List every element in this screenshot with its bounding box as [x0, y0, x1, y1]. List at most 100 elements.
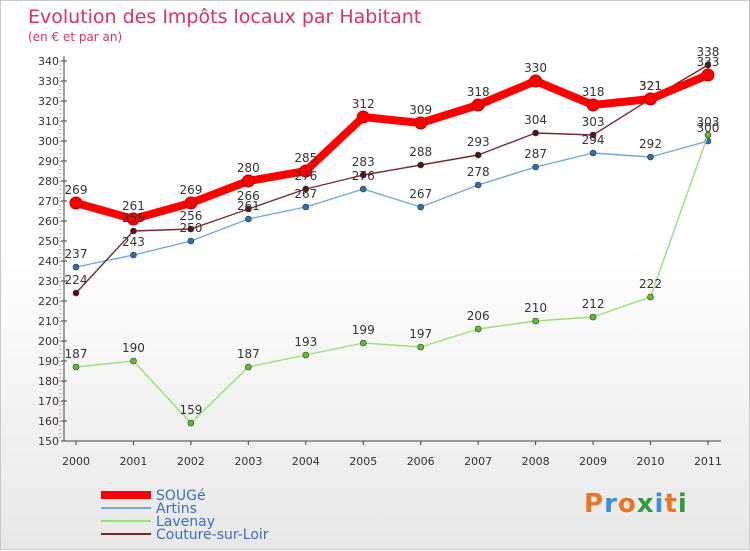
data-label: 212 — [582, 297, 605, 311]
data-label: 276 — [294, 169, 317, 183]
data-label: 222 — [639, 277, 662, 291]
data-label: 237 — [65, 247, 88, 261]
data-label: 333 — [696, 55, 719, 69]
data-label: 330 — [524, 61, 547, 75]
y-tick-label: 280 — [38, 175, 59, 188]
data-point — [532, 163, 539, 171]
data-point — [72, 289, 80, 297]
series-line-Lavenay — [75, 134, 709, 424]
axes: 150 160 170 180 190 200 210 220 230 240 250 260 270 2… — [38, 55, 722, 468]
data-label: 294 — [582, 133, 605, 147]
data-label: 283 — [352, 155, 375, 169]
data-label: 338 — [696, 45, 719, 59]
data-label: 210 — [524, 301, 547, 315]
data-point — [532, 317, 539, 325]
data-label: 267 — [409, 187, 432, 201]
legend-label: SOUGé — [156, 488, 206, 504]
data-point — [417, 343, 425, 351]
data-label: 256 — [179, 209, 202, 223]
data-point — [532, 129, 539, 137]
data-point — [359, 171, 367, 179]
data-point — [302, 351, 310, 359]
data-label: 280 — [237, 161, 260, 175]
logo-letter: t — [664, 489, 678, 519]
data-label: 206 — [467, 309, 490, 323]
x-tick-label: 2007 — [464, 455, 492, 468]
data-point — [245, 363, 252, 371]
data-point — [356, 110, 370, 124]
x-tick-label: 2000 — [62, 455, 90, 468]
y-tick-label: 180 — [38, 375, 59, 388]
series-line-Artins — [75, 140, 709, 268]
data-label: 318 — [582, 85, 605, 99]
y-tick-label: 190 — [38, 355, 59, 368]
data-label: 193 — [294, 335, 317, 349]
data-point — [130, 227, 137, 235]
data-point — [184, 196, 198, 210]
y-tick-label: 310 — [38, 115, 59, 128]
y-tick-label: 230 — [38, 275, 59, 288]
y-tick-label: 330 — [38, 75, 59, 88]
data-point — [471, 98, 485, 112]
legend-label: Artins — [156, 501, 197, 517]
logo-letter: P — [584, 489, 605, 519]
data-label: 309 — [409, 103, 432, 117]
data-point — [644, 92, 657, 106]
data-point — [647, 153, 654, 161]
data-point — [586, 98, 600, 112]
data-label: 187 — [65, 347, 88, 361]
y-tick-label: 340 — [38, 55, 59, 68]
data-point — [187, 419, 195, 427]
data-label: 266 — [237, 189, 260, 203]
y-tick-label: 290 — [38, 155, 59, 168]
data-point — [245, 215, 252, 223]
data-label: 300 — [696, 121, 719, 135]
x-tick-label: 2010 — [637, 455, 665, 468]
data-point — [187, 225, 195, 233]
data-label: 255 — [122, 211, 145, 225]
x-tick-label: 2005 — [349, 455, 377, 468]
x-tick-label: 2006 — [407, 455, 435, 468]
data-label: 269 — [65, 183, 88, 197]
data-point — [474, 151, 482, 159]
logo-letter: i — [654, 489, 665, 519]
proxiti-logo: Proxiti — [584, 489, 688, 519]
data-point — [704, 61, 712, 69]
y-tick-label: 250 — [38, 235, 59, 248]
series-line-SOUGé — [74, 71, 710, 223]
data-point — [187, 237, 195, 245]
series-layer — [69, 61, 715, 427]
data-point — [474, 181, 482, 189]
data-point — [474, 325, 482, 333]
data-point — [359, 339, 367, 347]
y-tick-label: 150 — [38, 435, 59, 448]
y-tick-label: 320 — [38, 95, 59, 108]
data-label: 278 — [467, 165, 490, 179]
data-point — [299, 164, 313, 178]
data-point — [414, 116, 428, 130]
data-point — [647, 293, 654, 301]
x-tick-label: 2001 — [119, 455, 147, 468]
logo-letter: r — [604, 489, 618, 519]
data-label: 312 — [352, 97, 375, 111]
data-label: 267 — [294, 187, 317, 201]
y-tick-label: 160 — [38, 415, 59, 428]
data-point — [701, 68, 715, 82]
data-label: 293 — [467, 135, 490, 149]
y-tick-label: 220 — [38, 295, 59, 308]
logo-letter: i — [677, 489, 688, 519]
data-label: 197 — [409, 327, 432, 341]
data-label: 261 — [237, 199, 260, 213]
data-point — [130, 251, 137, 259]
data-label: 276 — [352, 169, 375, 183]
y-tick-label: 240 — [38, 255, 59, 268]
data-label: 269 — [179, 183, 202, 197]
x-tick-label: 2002 — [177, 455, 205, 468]
data-point — [529, 74, 543, 88]
data-point — [126, 212, 140, 226]
x-tick-label: 2004 — [292, 455, 320, 468]
data-label: 318 — [467, 85, 490, 99]
legend-label: Couture-sur-Loir — [156, 527, 269, 543]
x-tick-label: 2009 — [579, 455, 607, 468]
